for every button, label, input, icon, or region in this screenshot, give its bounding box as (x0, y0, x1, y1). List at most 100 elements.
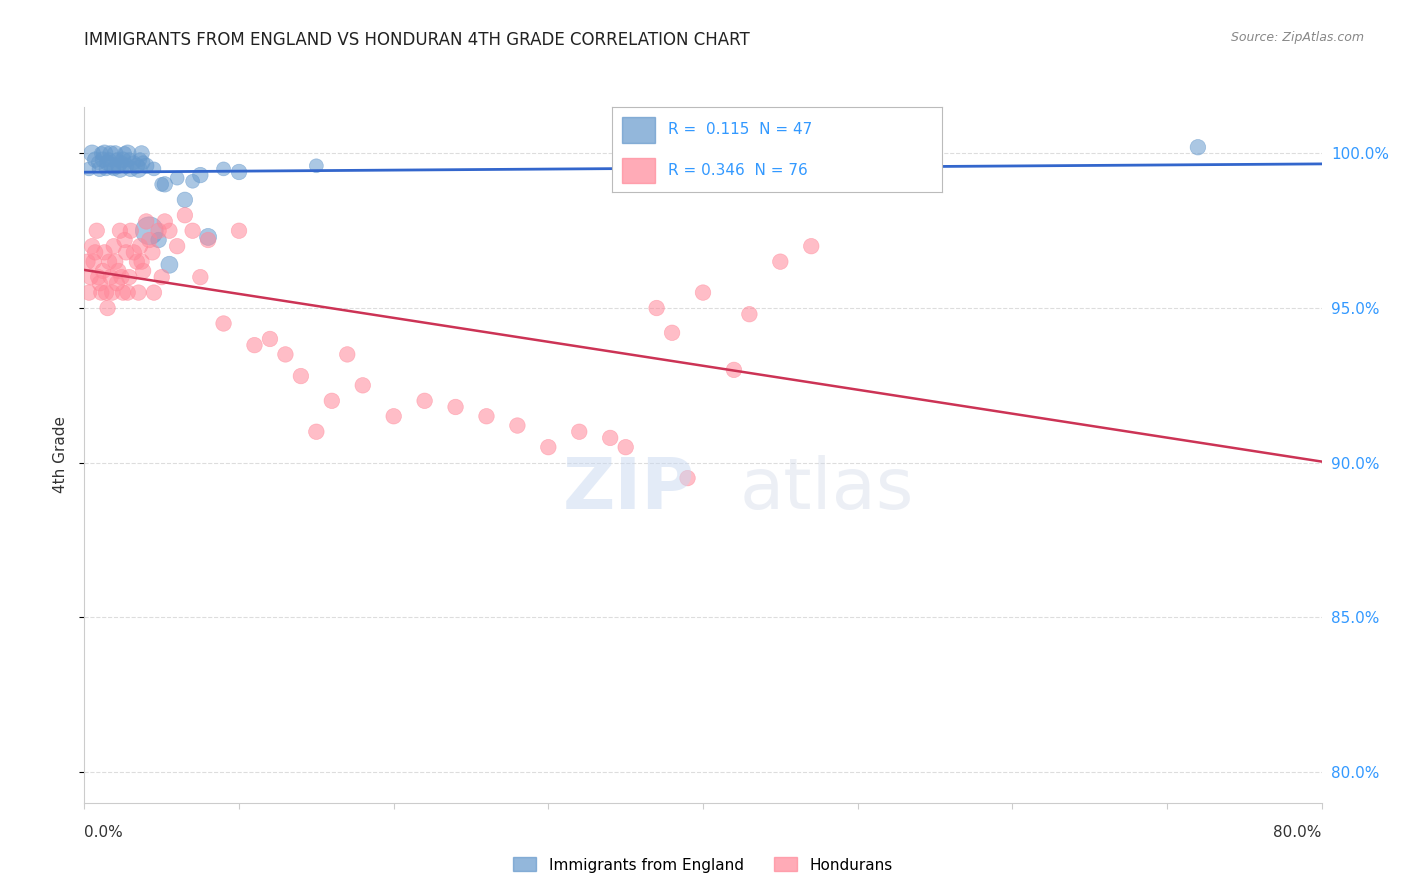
Point (413, 393, 436, 408)
Point (153, 214, 176, 228)
Point (98, 153, 121, 167)
Point (122, 155, 145, 169)
Point (143, 161, 166, 176)
Point (661, 326, 683, 340)
Point (212, 317, 235, 331)
Point (738, 307, 761, 321)
Point (174, 208, 197, 222)
Point (143, 285, 166, 300)
Point (382, 409, 405, 424)
Point (129, 239, 152, 253)
Text: Source: ZipAtlas.com: Source: ZipAtlas.com (1230, 31, 1364, 45)
Point (166, 171, 188, 186)
Point (181, 224, 204, 238)
Text: IMMIGRANTS FROM ENGLAND VS HONDURAN 4TH GRADE CORRELATION CHART: IMMIGRANTS FROM ENGLAND VS HONDURAN 4TH … (84, 31, 751, 49)
Point (138, 224, 160, 238)
Point (159, 258, 181, 272)
Bar (621, 158, 655, 183)
Point (120, 224, 142, 238)
Point (181, 174, 204, 188)
Point (86, 224, 108, 238)
Point (305, 425, 328, 439)
Point (131, 146, 153, 161)
Point (79, 270, 101, 285)
Point (110, 270, 132, 285)
Point (101, 159, 124, 173)
Point (84, 153, 107, 167)
Point (243, 338, 266, 352)
Point (87, 270, 110, 285)
Point (93, 146, 115, 161)
Point (148, 224, 170, 238)
Point (153, 178, 176, 192)
Y-axis label: 4th Grade: 4th Grade (52, 417, 67, 493)
Point (537, 440, 560, 454)
Point (108, 224, 131, 238)
Point (846, 161, 869, 176)
Point (118, 270, 141, 285)
Point (128, 161, 150, 176)
Point (259, 332, 281, 346)
Point (115, 245, 138, 260)
Point (125, 159, 148, 173)
Text: 0.0%: 0.0% (84, 825, 124, 840)
Point (97, 301, 120, 315)
Point (132, 264, 155, 278)
Point (105, 277, 128, 291)
Point (132, 155, 155, 169)
Point (129, 153, 152, 167)
Point (107, 159, 129, 173)
Point (138, 233, 160, 247)
Point (91, 153, 114, 167)
Point (114, 146, 136, 161)
Point (212, 161, 235, 176)
Point (723, 363, 745, 377)
Legend: Immigrants from England, Hondurans: Immigrants from England, Hondurans (508, 851, 898, 879)
Point (90, 285, 112, 300)
Point (188, 168, 212, 182)
Point (135, 159, 157, 173)
Point (108, 161, 131, 176)
Point (112, 153, 135, 167)
Text: 80.0%: 80.0% (1274, 825, 1322, 840)
Point (101, 285, 124, 300)
Point (131, 254, 153, 268)
Point (77, 285, 100, 300)
Point (769, 254, 792, 268)
Point (94, 161, 117, 176)
Point (614, 440, 637, 454)
Point (107, 264, 129, 278)
Point (110, 155, 132, 169)
Text: R =  0.115  N = 47: R = 0.115 N = 47 (668, 122, 813, 137)
Point (692, 285, 714, 300)
Point (103, 239, 125, 253)
Bar (621, 117, 655, 143)
Point (228, 224, 250, 238)
Point (82, 239, 104, 253)
Point (1187, 140, 1209, 154)
Point (91, 264, 114, 278)
Point (98, 254, 121, 268)
Point (506, 418, 529, 433)
Point (77, 161, 100, 176)
Point (148, 233, 170, 247)
Point (100, 270, 122, 285)
Point (150, 270, 173, 285)
Point (336, 347, 359, 361)
Point (76, 254, 98, 268)
Point (104, 254, 127, 268)
Point (599, 431, 621, 445)
Point (197, 233, 219, 247)
Point (290, 369, 312, 384)
Point (115, 159, 138, 173)
Point (125, 254, 148, 268)
Point (114, 233, 136, 247)
Point (352, 378, 374, 392)
Point (83, 254, 105, 268)
Point (94, 285, 117, 300)
Point (90, 146, 112, 161)
Point (93, 245, 115, 260)
Point (105, 153, 128, 167)
Point (118, 153, 141, 167)
Point (174, 193, 197, 207)
